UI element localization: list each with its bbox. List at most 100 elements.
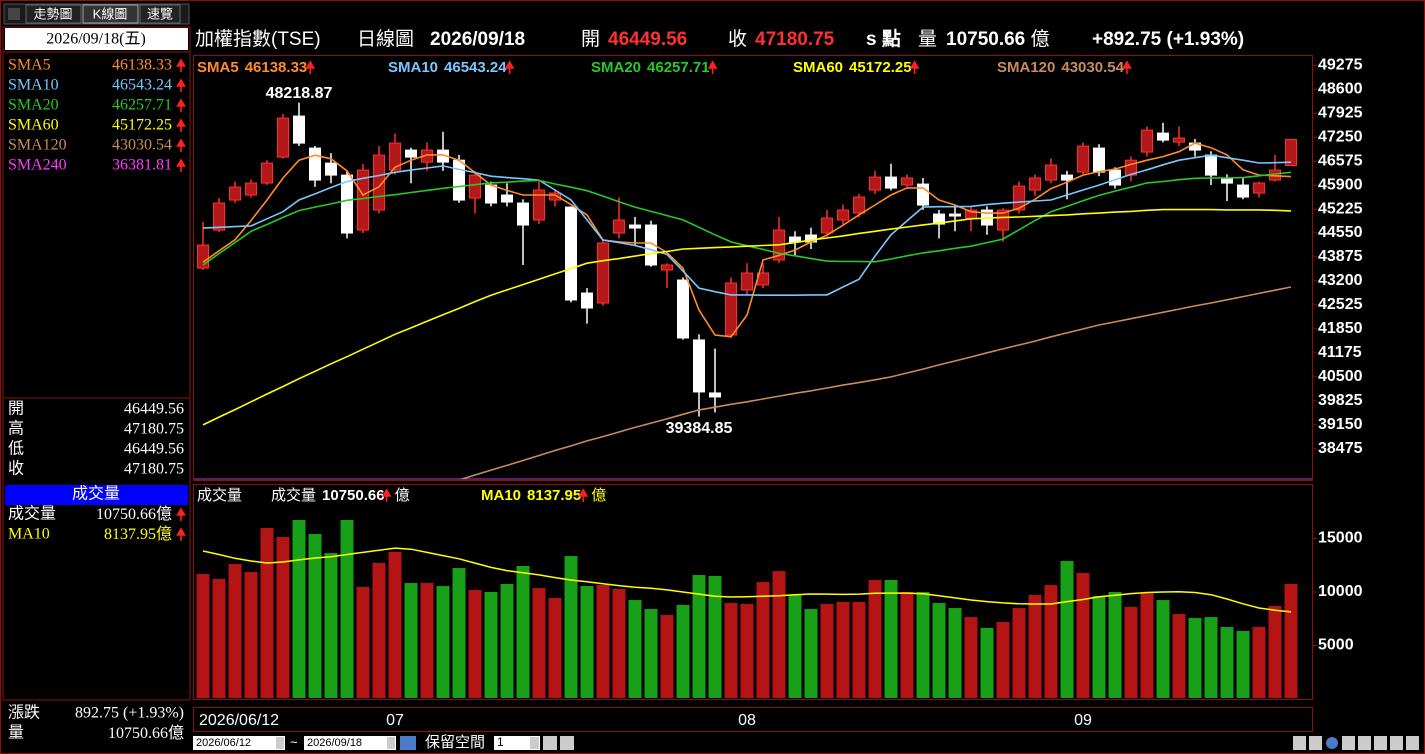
candle-body xyxy=(693,339,705,393)
volume-bar xyxy=(916,592,930,698)
volume-bar xyxy=(292,519,306,698)
icon-button[interactable] xyxy=(543,736,557,750)
volume-bar xyxy=(260,528,274,698)
legend-entry: MA10 8137.95 xyxy=(481,487,581,504)
candle-body xyxy=(869,176,881,191)
candle-body xyxy=(373,154,385,211)
volume-ma-line xyxy=(202,547,1292,613)
up-arrow xyxy=(176,158,186,172)
volume-bar xyxy=(468,589,482,698)
tab-label[interactable]: 走勢圖 xyxy=(33,6,72,21)
volume-bar xyxy=(1076,572,1090,698)
date-to[interactable]: 2026/09/18 xyxy=(307,737,362,749)
reserve-value[interactable]: 1 xyxy=(497,735,504,749)
date-from-input[interactable]: 2026/06/12 xyxy=(193,736,285,750)
icon-button[interactable] xyxy=(1358,736,1371,750)
candle-body xyxy=(197,244,209,269)
candle-body xyxy=(485,184,497,204)
side-ma-name: MA10 xyxy=(8,526,50,543)
candle-body xyxy=(1141,129,1153,153)
volume-bar xyxy=(356,586,370,698)
candle-body xyxy=(901,177,913,186)
date-from[interactable]: 2026/06/12 xyxy=(196,737,251,749)
y-tick-label: 43875 xyxy=(1318,248,1363,265)
volume-pane-title: 成交量 xyxy=(197,486,242,504)
unit: 億 xyxy=(156,525,172,543)
candle-body xyxy=(1093,147,1105,173)
y-tick-label: 39150 xyxy=(1318,416,1363,433)
volume-bar xyxy=(564,556,578,698)
candle-body xyxy=(277,117,289,158)
date-to-input[interactable]: 2026/09/18 xyxy=(304,736,396,750)
reserve-input[interactable]: 1 xyxy=(494,735,540,750)
candle-body xyxy=(453,159,465,201)
header-volume: 10750.66 億 xyxy=(946,28,1050,50)
price-pane xyxy=(193,55,1313,481)
candle-body xyxy=(709,392,721,398)
y-tick-label: 46575 xyxy=(1318,152,1363,169)
icon-button[interactable] xyxy=(1326,737,1338,749)
legend-unit: 億 xyxy=(395,487,410,504)
candle-body xyxy=(917,183,929,206)
header-open: 46449.56 xyxy=(608,29,687,50)
icon-button[interactable] xyxy=(1293,736,1306,750)
volume-bar xyxy=(724,603,738,698)
side-panel xyxy=(2,26,191,701)
volume-bar xyxy=(1188,618,1202,698)
legend-value: 10750.66 xyxy=(322,487,385,504)
volume-pane xyxy=(193,484,1313,700)
side-ma-name: SMA5 xyxy=(8,57,51,74)
candle-body xyxy=(725,282,737,336)
candle-body xyxy=(997,209,1009,231)
y-tick-label: 43200 xyxy=(1318,272,1363,289)
volume-bar xyxy=(372,563,386,698)
volume-bar xyxy=(852,601,866,698)
tab-label[interactable]: 速覽 xyxy=(147,6,173,21)
candle-body xyxy=(293,115,305,144)
unit-label: s 點 xyxy=(866,27,901,50)
icon-button[interactable] xyxy=(1374,736,1387,750)
tab-label[interactable]: K線圖 xyxy=(93,6,128,21)
volume-bar xyxy=(932,603,946,698)
open-label: 開 xyxy=(581,29,600,50)
legend-name: SMA10 xyxy=(388,59,438,76)
date-axis xyxy=(193,707,1313,732)
icon-button[interactable] xyxy=(1309,736,1322,750)
icon-button[interactable] xyxy=(560,736,574,750)
icon-button[interactable] xyxy=(1406,736,1419,750)
volume-bar xyxy=(388,551,402,698)
legend-name: 成交量 xyxy=(271,486,316,504)
volume-bar xyxy=(532,588,546,698)
tab[interactable]: 速覽 xyxy=(139,4,181,24)
side-ohlc-value: 46449.56 xyxy=(124,401,184,418)
y-tick-label: 10000 xyxy=(1318,583,1363,600)
candle-body xyxy=(549,192,561,201)
date-box xyxy=(5,28,188,50)
volume-bar xyxy=(948,608,962,698)
volume-bar xyxy=(308,534,322,698)
value: 10750.66 xyxy=(96,506,156,523)
volume-bar xyxy=(612,589,626,698)
candle-body xyxy=(245,182,257,196)
tab[interactable]: K線圖 xyxy=(82,4,139,24)
y-tick-label: 48600 xyxy=(1318,80,1363,97)
volume-title-bar xyxy=(5,485,188,505)
legend-entry: SMA5 46138.33 xyxy=(197,59,307,76)
legend-entry: SMA20 46257.71 xyxy=(591,59,710,76)
candle-body xyxy=(885,176,897,189)
volume-bar xyxy=(1044,585,1058,698)
icon-button[interactable] xyxy=(1390,736,1403,750)
volume-bar xyxy=(436,586,450,698)
candle-body xyxy=(821,217,833,234)
value: 8137.95 xyxy=(104,526,156,543)
tab[interactable]: 走勢圖 xyxy=(25,4,82,24)
candle-body xyxy=(1029,177,1041,191)
candle-body xyxy=(213,202,225,231)
volume-bar xyxy=(1108,592,1122,698)
candle-body xyxy=(325,162,337,176)
icon-button[interactable] xyxy=(1342,736,1355,750)
y-tick-label: 47925 xyxy=(1318,104,1363,121)
go-button[interactable] xyxy=(400,736,416,750)
header-close: 47180.75 xyxy=(755,29,835,50)
